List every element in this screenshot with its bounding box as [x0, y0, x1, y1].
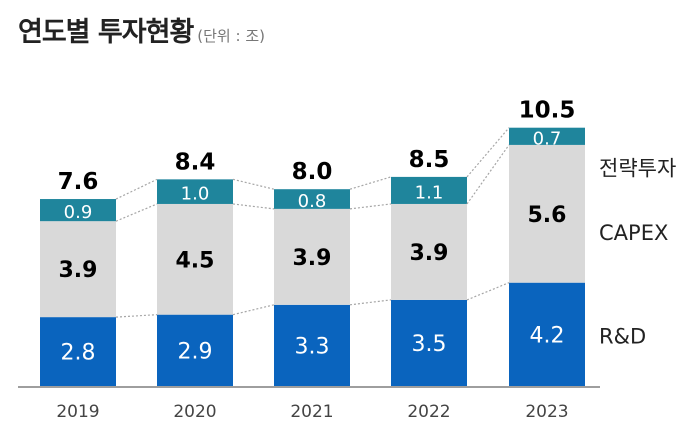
value-label-rnd-2023: 4.2: [530, 323, 565, 348]
bar-strategic-2023: [509, 127, 585, 145]
bar-capex-2020: [157, 203, 233, 315]
x-tick-label-2022: 2022: [407, 402, 450, 422]
connector-line: [349, 176, 392, 190]
unit-label: (단위 : 조): [197, 27, 265, 45]
connector-line: [115, 203, 158, 222]
total-label-2022: 8.5: [409, 147, 450, 173]
legend-label-rnd: R&D: [599, 324, 646, 348]
value-label-strategic-2019: 0.9: [64, 202, 93, 223]
bar-strategic-2022: [391, 176, 467, 204]
value-label-capex-2020: 4.5: [176, 248, 215, 273]
connector-line: [349, 203, 392, 210]
bar-rnd-2023: [509, 282, 585, 386]
connector-line: [466, 127, 510, 178]
x-tick-label-2020: 2020: [173, 402, 216, 422]
bar-rnd-2021: [274, 304, 350, 386]
value-label-rnd-2020: 2.9: [178, 339, 213, 364]
x-tick-label-2021: 2021: [290, 402, 333, 422]
bar-capex-2022: [391, 203, 467, 300]
legend-label-capex: CAPEX: [599, 221, 668, 245]
bar-capex-2019: [40, 221, 116, 318]
connector-line: [115, 314, 158, 318]
total-label-2021: 8.0: [292, 159, 333, 185]
total-label-2023: 10.5: [519, 98, 576, 124]
value-label-capex-2019: 3.9: [59, 258, 98, 283]
bar-rnd-2020: [157, 314, 233, 386]
bar-rnd-2019: [40, 317, 116, 386]
total-label-2020: 8.4: [175, 149, 216, 175]
bar-strategic-2020: [157, 179, 233, 204]
bar-strategic-2021: [274, 189, 350, 209]
chart-header: 연도별 투자현황 (단위 : 조): [18, 10, 265, 49]
bar-strategic-2019: [40, 199, 116, 222]
value-label-rnd-2022: 3.5: [412, 332, 447, 357]
x-tick-label-2023: 2023: [525, 402, 568, 422]
connector-line: [232, 178, 275, 190]
connector-line: [466, 144, 510, 205]
value-label-rnd-2019: 2.8: [61, 341, 96, 366]
connector-line: [349, 299, 392, 306]
value-label-capex-2021: 3.9: [293, 246, 332, 271]
value-label-strategic-2022: 1.1: [415, 182, 444, 203]
value-label-rnd-2021: 3.3: [295, 334, 330, 359]
total-label-2019: 7.6: [58, 169, 99, 195]
connector-line: [466, 282, 510, 301]
legend-label-strategic: 전략투자: [599, 156, 676, 180]
value-label-capex-2022: 3.9: [410, 241, 449, 266]
connector-line: [232, 203, 275, 210]
bar-capex-2021: [274, 208, 350, 305]
connector-line: [115, 178, 158, 200]
bar-capex-2023: [509, 144, 585, 283]
value-label-strategic-2020: 1.0: [181, 184, 210, 205]
value-label-capex-2023: 5.6: [528, 203, 567, 228]
value-label-strategic-2021: 0.8: [298, 191, 327, 212]
x-tick-label-2019: 2019: [56, 402, 99, 422]
value-label-strategic-2023: 0.7: [533, 128, 562, 149]
connector-line: [232, 304, 275, 316]
bar-rnd-2022: [391, 299, 467, 386]
chart-title: 연도별 투자현황: [18, 17, 194, 48]
